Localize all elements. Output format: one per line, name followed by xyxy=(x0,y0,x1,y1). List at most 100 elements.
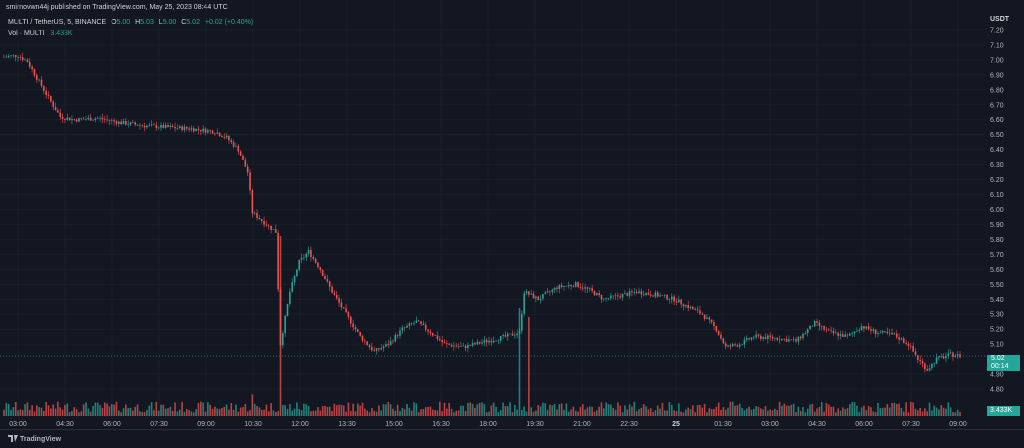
candle-body xyxy=(192,128,195,132)
volume-bar xyxy=(624,405,626,416)
candle-body xyxy=(860,326,863,331)
volume-bar xyxy=(560,403,563,416)
candle-body xyxy=(17,57,19,58)
candle-body xyxy=(502,335,504,337)
candle-body xyxy=(43,86,45,91)
candle-body xyxy=(431,333,434,336)
candle-body xyxy=(689,306,692,309)
candle-body xyxy=(103,119,106,120)
volume-bar xyxy=(108,406,111,416)
volume-bar xyxy=(12,407,15,416)
volume-bar xyxy=(542,402,544,416)
candle-body xyxy=(856,330,858,332)
volume-bar xyxy=(375,411,378,416)
candle-body xyxy=(938,356,940,358)
candle-body xyxy=(940,356,943,358)
candle-body xyxy=(410,323,413,325)
candle-body xyxy=(307,249,310,254)
time-tick-label: 15:00 xyxy=(385,421,403,428)
candle-body xyxy=(54,106,57,111)
candle-body xyxy=(132,122,134,124)
candle-body xyxy=(28,62,31,67)
time-tick-label: 16:30 xyxy=(432,421,450,428)
volume-bar xyxy=(722,407,725,416)
candle-body xyxy=(66,117,69,120)
volume-bar xyxy=(429,406,432,416)
volume-bar xyxy=(244,403,247,416)
volume-bar xyxy=(24,404,26,416)
candle-body xyxy=(867,326,870,330)
candle-body xyxy=(537,296,540,301)
candle-body xyxy=(865,326,868,329)
volume-bar xyxy=(176,411,179,416)
volume-bar xyxy=(200,401,202,416)
candle-body xyxy=(823,326,825,330)
volume-bar xyxy=(232,409,235,416)
candle-body xyxy=(176,128,179,129)
candle-body xyxy=(118,121,120,124)
volume-bar xyxy=(516,409,518,416)
candle-body xyxy=(338,298,340,303)
candle-body xyxy=(720,334,722,339)
volume-bar xyxy=(64,404,66,416)
volume-bar xyxy=(666,410,668,416)
candle-body xyxy=(532,293,535,299)
candle-body xyxy=(497,340,500,342)
volume-bar xyxy=(450,408,453,416)
volume-bar xyxy=(956,409,959,416)
candle-body xyxy=(701,313,704,315)
volume-bar xyxy=(150,402,153,416)
volume-bar xyxy=(588,406,591,416)
candle-body xyxy=(790,339,793,341)
volume-bar xyxy=(106,403,108,416)
candle-body xyxy=(113,120,115,122)
candle-body xyxy=(218,132,221,136)
volume-bar xyxy=(919,407,921,416)
candle-body xyxy=(232,141,235,147)
volume-label[interactable]: Vol · MULTI xyxy=(8,30,45,37)
candle-body xyxy=(157,127,160,129)
volume-bar xyxy=(851,401,854,416)
candle-body xyxy=(129,122,132,125)
candle-body xyxy=(64,118,66,120)
candle-body xyxy=(396,335,399,336)
volume-bar xyxy=(202,402,204,416)
time-tick-label: 04:30 xyxy=(56,421,74,428)
price-tick-label: 5.20 xyxy=(990,327,1004,334)
symbol-label[interactable]: MULTI / TetherUS, 5, BINANCE xyxy=(8,19,107,26)
volume-bar xyxy=(771,410,774,416)
volume-bar xyxy=(886,404,889,416)
candle-body xyxy=(347,312,350,317)
candle-body xyxy=(96,118,99,119)
volume-bar xyxy=(596,410,598,416)
price-tick-label: 5.50 xyxy=(990,282,1004,289)
volume-bar xyxy=(113,404,115,416)
candle-body xyxy=(514,335,516,336)
candle-body xyxy=(446,343,448,344)
volume-bar xyxy=(439,401,441,416)
candle-body xyxy=(291,282,294,292)
candle-body xyxy=(89,117,92,121)
candle-body xyxy=(260,219,263,222)
volume-bar xyxy=(143,412,146,416)
volume-bar xyxy=(497,412,500,416)
candle-body xyxy=(209,130,211,131)
candle-body xyxy=(200,129,202,132)
candle-body xyxy=(45,90,47,95)
price-tick-label: 6.80 xyxy=(990,87,1004,94)
time-tick-label: 12:00 xyxy=(291,421,309,428)
candle-body xyxy=(924,363,926,370)
candle-body xyxy=(424,324,427,330)
candle-body xyxy=(375,348,378,351)
candle-body xyxy=(490,340,493,343)
candle-body xyxy=(14,55,17,58)
candle-body xyxy=(945,356,947,359)
tradingview-logo[interactable]: TradingView xyxy=(8,435,61,443)
candle-body xyxy=(153,124,155,126)
candle-body xyxy=(115,121,118,124)
candle-body xyxy=(638,291,640,294)
candle-body xyxy=(781,338,783,341)
price-tick-label: 7.10 xyxy=(990,42,1004,49)
price-chart[interactable]: 7.20 7.10 7.00 6.90 6.80 6.70 6.60 6.50 6.40 6.30… xyxy=(0,0,1024,429)
candle-body xyxy=(185,126,188,129)
